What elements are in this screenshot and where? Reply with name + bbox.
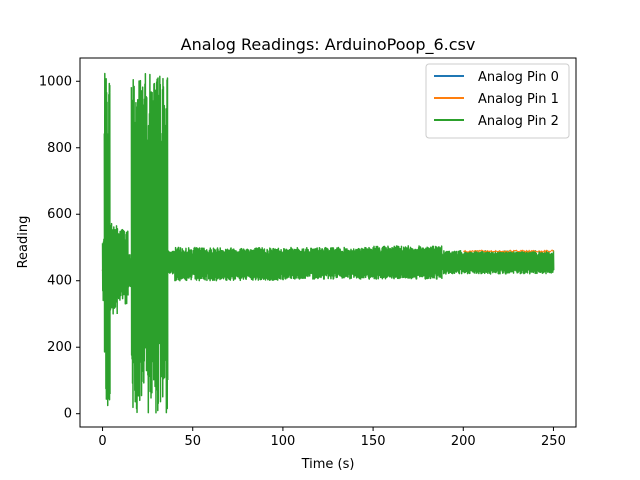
chart-title: Analog Readings: ArduinoPoop_6.csv bbox=[181, 35, 476, 55]
series-segment-pin-2 bbox=[440, 250, 465, 275]
series-segment-pin-2 bbox=[166, 250, 176, 275]
series-segment-pin-2 bbox=[210, 247, 284, 282]
legend-label-pin-1: Analog Pin 1 bbox=[478, 92, 559, 107]
x-tick-label: 100 bbox=[270, 434, 295, 449]
series-segment-pin-2 bbox=[109, 222, 118, 315]
y-tick-label: 1000 bbox=[39, 74, 72, 89]
x-axis-label: Time (s) bbox=[301, 457, 355, 472]
series-segment-pin-2 bbox=[116, 227, 129, 305]
plot-frame bbox=[79, 57, 577, 428]
series-segment-pin-2 bbox=[282, 246, 375, 280]
series-edge-pin-1 bbox=[462, 249, 554, 254]
y-tick-label: 600 bbox=[47, 207, 72, 222]
y-tick-label: 200 bbox=[47, 340, 72, 355]
x-tick-label: 250 bbox=[541, 434, 566, 449]
y-tick-label: 800 bbox=[47, 141, 72, 156]
y-axis: 0 200 400 600 800 1000 bbox=[39, 74, 80, 422]
x-tick-label: 200 bbox=[451, 434, 476, 449]
series-segment-pin-2 bbox=[372, 245, 443, 280]
y-axis-label: Reading bbox=[16, 216, 31, 269]
series-segment-pin-2 bbox=[103, 72, 111, 407]
x-axis: 0 50 100 150 200 250 bbox=[98, 427, 566, 449]
series-line-pin-2 bbox=[101, 72, 555, 414]
legend: Analog Pin 0 Analog Pin 1 Analog Pin 2 bbox=[425, 63, 570, 139]
series-segment-pin-2 bbox=[462, 250, 555, 275]
x-tick-label: 50 bbox=[184, 434, 201, 449]
series-segment-pin-2 bbox=[173, 246, 212, 282]
series-layer bbox=[101, 72, 555, 414]
y-tick-label: 0 bbox=[64, 407, 72, 422]
x-tick-label: 0 bbox=[98, 434, 106, 449]
legend-label-pin-2: Analog Pin 2 bbox=[478, 114, 559, 129]
series-segment-pin-2 bbox=[130, 72, 169, 414]
x-tick-label: 150 bbox=[361, 434, 386, 449]
legend-label-pin-0: Analog Pin 0 bbox=[478, 70, 559, 85]
y-tick-label: 400 bbox=[47, 274, 72, 289]
